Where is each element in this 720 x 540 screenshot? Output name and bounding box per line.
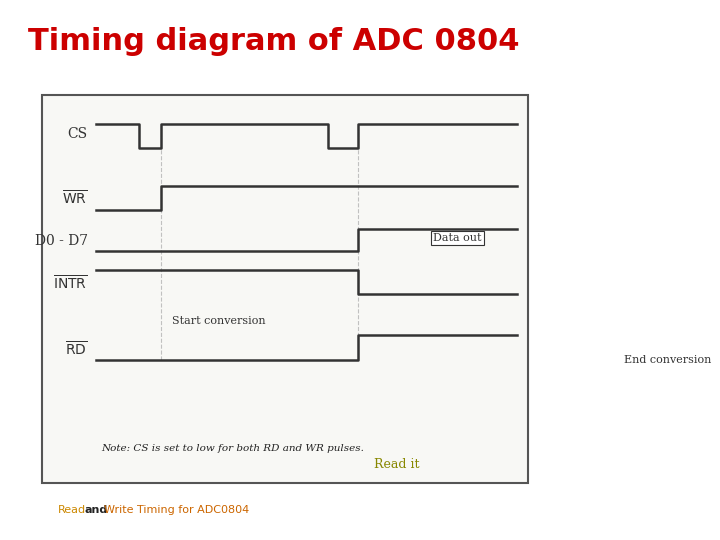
Text: Read it: Read it	[374, 457, 419, 470]
Text: Timing diagram of ADC 0804: Timing diagram of ADC 0804	[28, 27, 520, 56]
FancyBboxPatch shape	[42, 94, 528, 483]
Text: End conversion: End conversion	[624, 355, 711, 366]
Text: Read: Read	[58, 505, 86, 515]
Text: $\overline{\mathrm{RD}}$: $\overline{\mathrm{RD}}$	[66, 341, 88, 359]
Text: $\overline{\mathrm{INTR}}$: $\overline{\mathrm{INTR}}$	[53, 274, 88, 293]
Text: CS: CS	[68, 127, 88, 141]
Text: $\overline{\mathrm{WR}}$: $\overline{\mathrm{WR}}$	[63, 189, 88, 207]
Text: and: and	[84, 505, 107, 515]
Text: Start conversion: Start conversion	[171, 315, 265, 326]
Text: Write Timing for ADC0804: Write Timing for ADC0804	[104, 505, 249, 515]
Text: Note: CS is set to low for both RD and WR pulses.: Note: CS is set to low for both RD and W…	[102, 443, 364, 453]
Text: D0 - D7: D0 - D7	[35, 234, 88, 248]
Text: Data out: Data out	[433, 233, 482, 243]
